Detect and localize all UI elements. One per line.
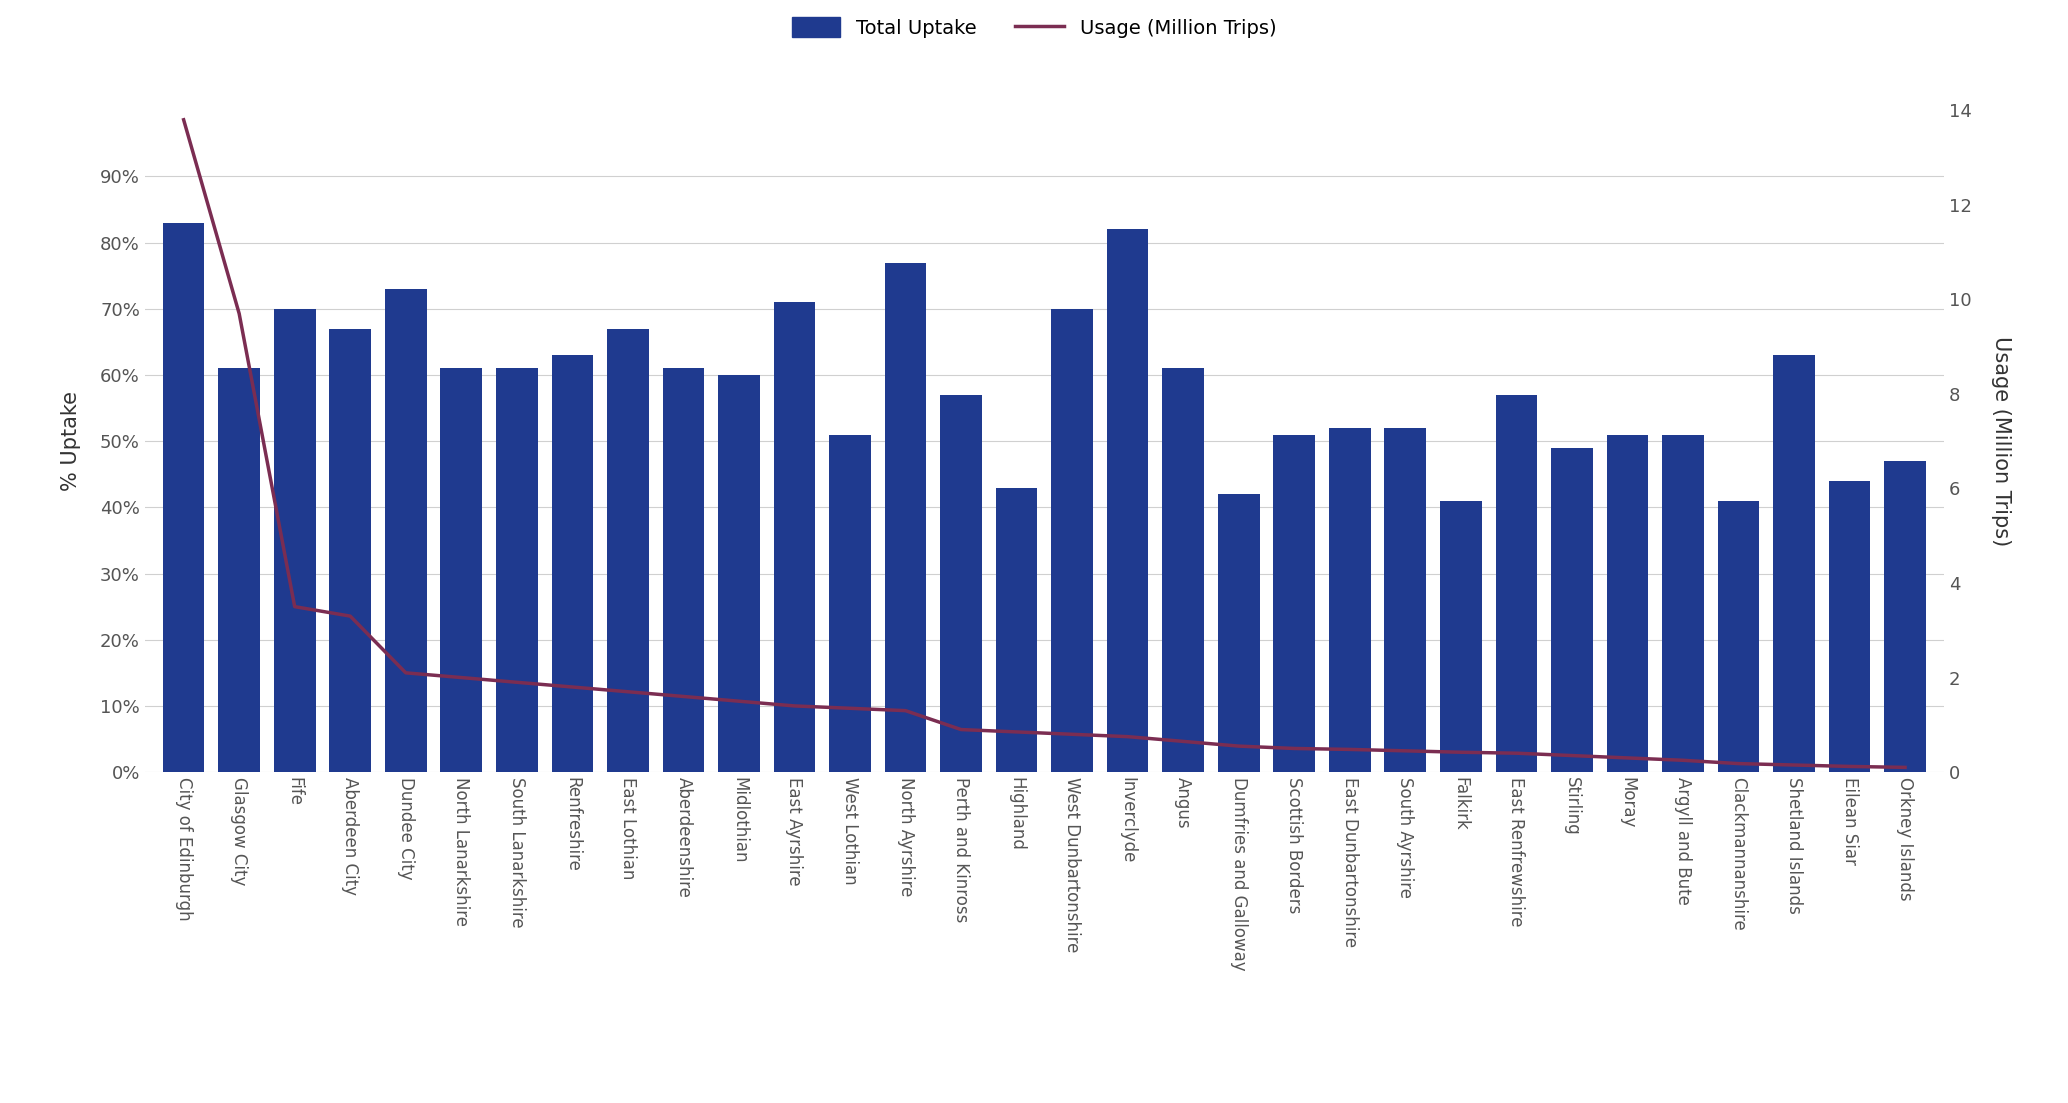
Bar (608, 329, 649, 772)
Bar (496, 368, 538, 772)
Y-axis label: % Uptake: % Uptake (60, 392, 81, 491)
Bar (1439, 501, 1481, 772)
Legend: Total Uptake, Usage (Million Trips): Total Uptake, Usage (Million Trips) (784, 10, 1284, 46)
Bar (552, 355, 594, 772)
Bar (885, 263, 926, 772)
Bar (1330, 428, 1371, 772)
Bar (163, 223, 205, 772)
Bar (1274, 435, 1315, 772)
Bar (1162, 368, 1204, 772)
Bar (662, 368, 705, 772)
Bar (1051, 309, 1092, 772)
Y-axis label: Usage (Million Trips): Usage (Million Trips) (1991, 336, 2010, 546)
Bar (385, 289, 426, 772)
Bar (1383, 428, 1427, 772)
Bar (1551, 448, 1592, 772)
Bar (440, 368, 482, 772)
Bar (773, 302, 815, 772)
Bar (1828, 481, 1869, 772)
Bar (997, 488, 1038, 772)
Bar (1218, 494, 1259, 772)
Bar (1884, 461, 1925, 772)
Bar (1663, 435, 1704, 772)
Bar (1106, 229, 1148, 772)
Bar (329, 329, 370, 772)
Bar (941, 395, 982, 772)
Bar (718, 375, 759, 772)
Bar (1719, 501, 1760, 772)
Bar (829, 435, 871, 772)
Bar (1607, 435, 1648, 772)
Bar (1495, 395, 1537, 772)
Bar (273, 309, 316, 772)
Bar (1772, 355, 1816, 772)
Bar (219, 368, 261, 772)
